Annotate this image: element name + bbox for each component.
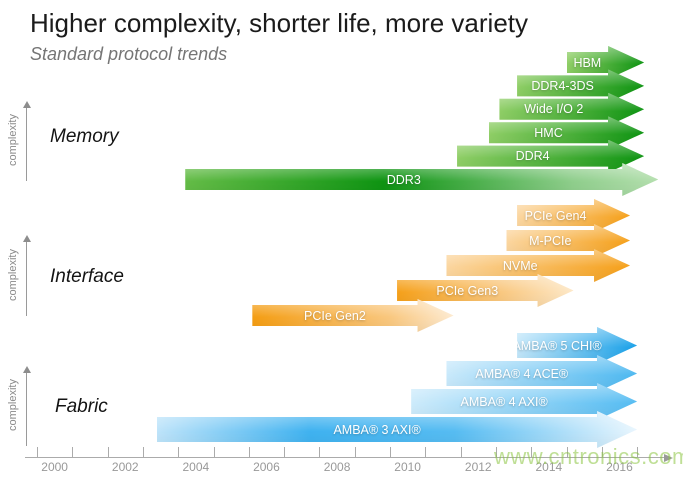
x-axis-year-label: 2002 xyxy=(111,460,139,474)
x-axis-year-label: 2006 xyxy=(253,460,280,474)
x-axis-tick xyxy=(637,447,639,457)
x-axis-tick xyxy=(354,447,356,457)
protocol-arrow-label: AMBA® 4 AXI® xyxy=(460,394,548,409)
protocol-arrow-label: HMC xyxy=(534,125,563,140)
protocol-arrow-label: AMBA® 3 AXI® xyxy=(333,422,421,437)
protocol-arrow-hmc: HMC xyxy=(488,116,645,150)
right-arrow-icon xyxy=(664,453,673,462)
x-axis-tick xyxy=(284,447,286,457)
up-arrow-icon xyxy=(22,235,31,242)
complexity-axis-label: complexity xyxy=(7,379,19,431)
x-axis-tick xyxy=(37,447,38,457)
protocol-arrow-label: M-PCIe xyxy=(529,233,572,248)
protocol-arrow-amba-4-ace: AMBA® 4 ACE® xyxy=(446,355,637,392)
protocol-arrow-label: DDR4-3DS xyxy=(531,78,594,93)
x-axis-tick xyxy=(460,447,462,457)
group-label-interface: Interface xyxy=(50,266,124,287)
complexity-axis-line xyxy=(26,237,27,316)
protocol-arrow-pcie-gen2: PCIe Gen2 xyxy=(252,299,454,332)
page-subtitle: Standard protocol trends xyxy=(30,44,228,64)
x-axis-tick xyxy=(566,447,568,457)
protocol-arrow-label: DDR3 xyxy=(386,172,421,187)
protocol-arrow-wide-i-o-2: Wide I/O 2 xyxy=(499,92,644,126)
x-axis-tick xyxy=(390,447,391,457)
complexity-axis-label: complexity xyxy=(7,248,19,301)
protocol-arrow-pcie-gen4: PCIe Gen4 xyxy=(517,199,630,232)
watermark: www.cntronics.com xyxy=(494,444,683,469)
x-axis-year-label: 2016 xyxy=(606,460,633,474)
protocol-arrow-label: NVMe xyxy=(502,258,538,273)
x-axis-tick xyxy=(601,447,603,457)
x-axis-year-label: 2004 xyxy=(182,460,210,474)
complexity-axis-line xyxy=(26,103,27,181)
protocol-arrow-label: Wide I/O 2 xyxy=(524,102,584,117)
protocol-arrow-ddr3: DDR3 xyxy=(185,163,659,196)
group-label-memory: Memory xyxy=(50,126,119,147)
x-axis-tick xyxy=(495,447,497,457)
up-arrow-icon xyxy=(22,101,31,108)
protocol-arrow-label: PCIe Gen3 xyxy=(436,283,499,298)
protocol-arrow-label: AMBA® 4 ACE® xyxy=(475,366,569,381)
protocol-arrow-ddr4-3ds: DDR4-3DS xyxy=(517,69,645,103)
x-axis-tick xyxy=(319,447,321,457)
x-axis-tick xyxy=(531,447,533,457)
protocol-arrow-amba-3-axi: AMBA® 3 AXI® xyxy=(157,411,638,448)
protocol-arrow-hbm: HBM xyxy=(566,46,644,79)
protocol-arrow-label: AMBA® 5 CHI® xyxy=(512,338,602,353)
x-axis-year-label: 2012 xyxy=(464,460,492,474)
x-axis-tick xyxy=(178,447,180,457)
up-arrow-icon xyxy=(22,366,31,373)
x-axis-line xyxy=(25,457,664,458)
protocol-arrow-label: PCIe Gen4 xyxy=(524,208,587,223)
protocol-arrow-label: HBM xyxy=(573,55,602,70)
complexity-axis-label: complexity xyxy=(7,114,19,166)
protocol-arrow-ddr4: DDR4 xyxy=(457,139,645,173)
protocol-arrow-label: DDR4 xyxy=(515,149,550,164)
protocol-arrow-m-pcie: M-PCIe xyxy=(506,224,630,257)
x-axis-tick xyxy=(142,447,144,457)
x-axis-year-label: 2008 xyxy=(323,460,351,474)
x-axis-tick xyxy=(425,447,427,457)
x-axis-tick xyxy=(107,447,109,457)
group-label-fabric: Fabric xyxy=(55,396,108,417)
protocol-arrow-label: PCIe Gen2 xyxy=(304,308,366,323)
x-axis-year-label: 2000 xyxy=(41,460,68,474)
protocol-arrow-amba-5-chi: AMBA® 5 CHI® xyxy=(512,327,638,364)
complexity-axis-line xyxy=(26,368,27,446)
x-axis-year-label: 2010 xyxy=(394,460,421,474)
x-axis-tick xyxy=(213,447,215,457)
x-axis-tick xyxy=(248,447,250,457)
x-axis-year-label: 2014 xyxy=(535,460,563,474)
x-axis-tick xyxy=(72,447,74,457)
page-title: Higher complexity, shorter life, more va… xyxy=(30,8,529,38)
